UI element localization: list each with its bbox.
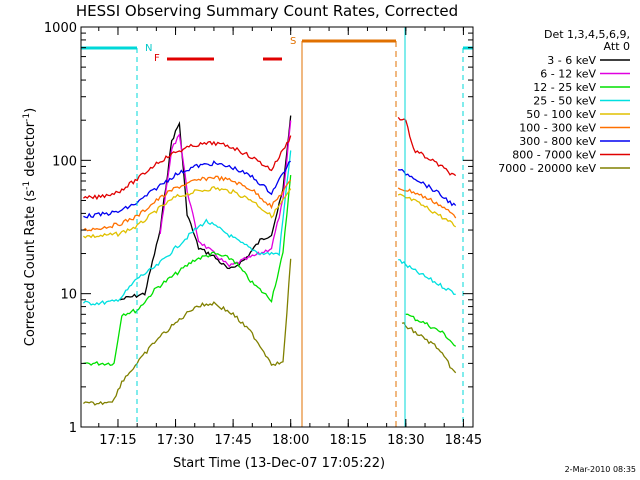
series-line-3-seg-1 xyxy=(398,258,456,296)
series-line-4-seg-1 xyxy=(397,193,457,228)
y-axis-label-exp: -1 xyxy=(22,181,32,190)
x-tick-label-3: 18:00 xyxy=(272,433,309,448)
y-axis-label-exp2: -1 xyxy=(22,113,32,122)
y-axis-label-main: Corrected Count Rate (s xyxy=(23,190,38,347)
series-line-6-seg-0 xyxy=(83,160,291,219)
series-line-5-seg-0 xyxy=(82,175,292,232)
legend-label-2: 12 - 25 keV xyxy=(533,81,596,94)
x-tick-label-4: 18:15 xyxy=(330,433,367,448)
y-tick-label-1: 10 xyxy=(60,288,77,303)
night-marker: N xyxy=(145,43,152,54)
legend-label-7: 800 - 7000 keV xyxy=(512,149,596,162)
y-axis-label: Corrected Count Rate (s-1 detector-1) xyxy=(22,108,38,346)
legend-label-1: 6 - 12 keV xyxy=(540,68,596,81)
y-axis-label-mid: detector xyxy=(23,121,38,181)
series-line-0-seg-0 xyxy=(119,115,292,301)
legend-label-3: 25 - 50 keV xyxy=(533,95,596,108)
plot-frame xyxy=(80,26,474,428)
x-tick-label-5: 18:30 xyxy=(387,433,424,448)
timestamp: 2-Mar-2010 08:35 xyxy=(565,465,636,474)
y-tick-label-3: 1000 xyxy=(44,21,77,36)
x-tick-label-6: 18:45 xyxy=(445,433,482,448)
series-line-8-seg-0 xyxy=(82,258,292,406)
series-line-8-seg-1 xyxy=(401,322,457,374)
series-line-5-seg-1 xyxy=(397,187,457,219)
x-tick-label-1: 17:30 xyxy=(157,433,194,448)
chart-title: HESSI Observing Summary Count Rates, Cor… xyxy=(76,2,458,20)
y-tick-label-0: 1 xyxy=(69,421,77,436)
legend-header-line1: Det 1,3,4,5,6,9, xyxy=(544,28,630,41)
series-line-6-seg-1 xyxy=(398,168,457,207)
y-axis: 1 10 100 1000 xyxy=(44,21,473,436)
legend-label-5: 100 - 300 keV xyxy=(519,122,596,135)
x-axis: 17:15 17:30 17:45 18:00 18:15 18:30 18:45 xyxy=(98,27,482,448)
y-tick-label-2: 100 xyxy=(52,154,77,169)
x-tick-label-0: 17:15 xyxy=(99,433,136,448)
attenuator-bars xyxy=(81,27,473,427)
series-line-3-seg-0 xyxy=(82,150,292,306)
y-axis-label-end: ) xyxy=(23,108,38,113)
x-axis-label: Start Time (13-Dec-07 17:05:22) xyxy=(173,456,385,471)
series-layer xyxy=(82,115,457,406)
x-tick-label-2: 17:45 xyxy=(214,433,251,448)
series-line-4-seg-0 xyxy=(83,185,292,239)
series-line-7-seg-0 xyxy=(82,135,292,201)
annotations: N F S xyxy=(145,36,296,64)
series-line-2-seg-0 xyxy=(83,175,292,367)
legend-header-line2: Att 0 xyxy=(604,40,630,53)
saa-marker: S xyxy=(290,36,296,47)
legend-label-6: 300 - 800 keV xyxy=(519,135,596,148)
flare-marker: F xyxy=(154,53,160,64)
series-line-1-seg-0 xyxy=(159,120,292,268)
series-line-2-seg-1 xyxy=(405,313,457,347)
legend-label-8: 7000 - 20000 keV xyxy=(498,162,596,175)
series-line-7-seg-1 xyxy=(397,116,457,177)
legend-label-0: 3 - 6 keV xyxy=(547,54,596,67)
legend-label-4: 50 - 100 keV xyxy=(526,108,596,121)
